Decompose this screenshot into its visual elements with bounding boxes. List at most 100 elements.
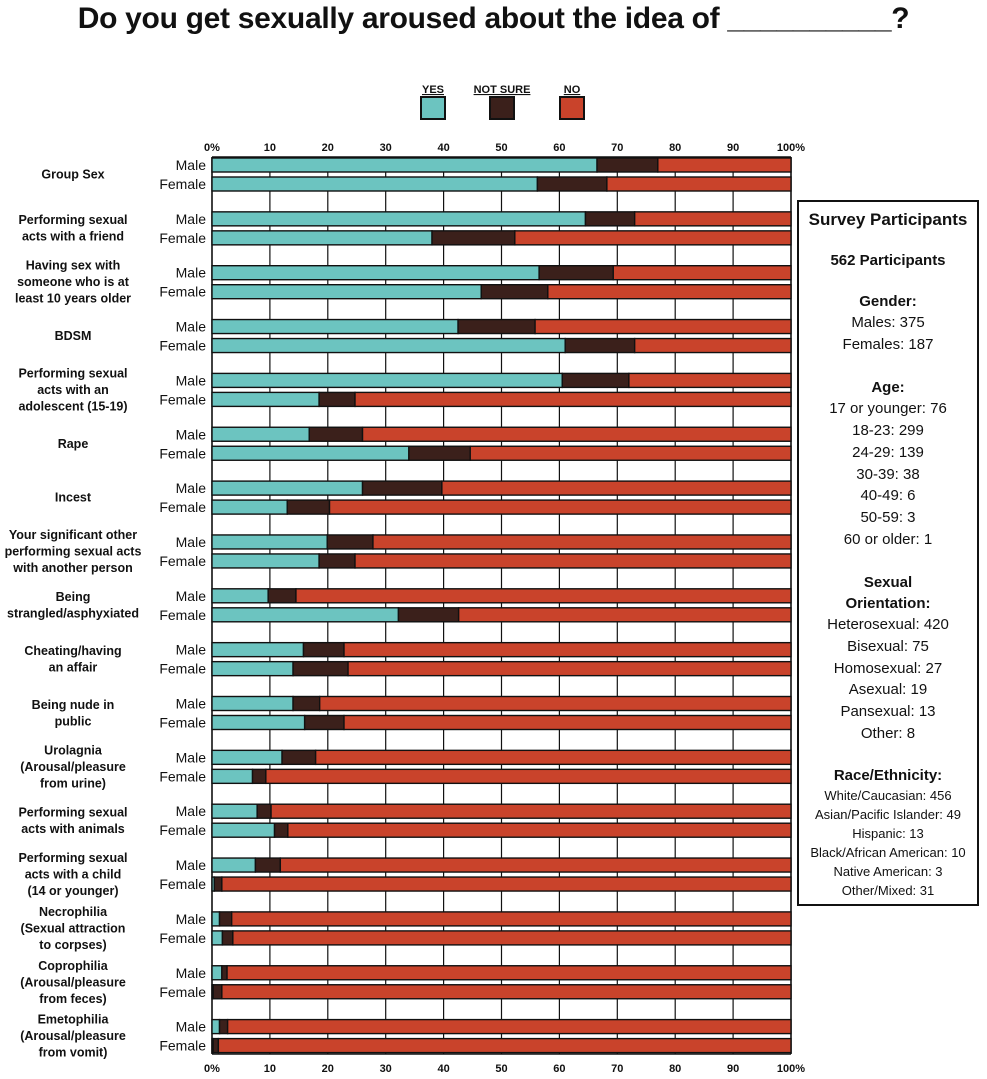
chart-title: Do you get sexually aroused about the id…	[77, 2, 910, 35]
category-label: acts with a friend	[22, 230, 124, 244]
male-row-label: Male	[176, 372, 207, 388]
bar-male-not-sure	[457, 318, 536, 335]
female-row-label: Female	[159, 984, 206, 1000]
bar-male-not-sure	[292, 695, 321, 712]
category-label: from vomit)	[39, 1046, 108, 1060]
x-tick-label-top: 100%	[777, 142, 805, 154]
legend-label-yes: YES	[422, 84, 444, 96]
category-label: Your significant other	[9, 528, 137, 542]
bar-female-yes	[211, 337, 566, 354]
bar-female-not-sure	[318, 553, 356, 569]
bar-male-not-sure	[538, 265, 614, 281]
bar-male-yes	[211, 857, 257, 873]
panel-title: Survey Participants	[808, 210, 968, 229]
bar-male-not-sure	[584, 211, 636, 227]
panel-sections: Gender: Males: 375 Females: 187 Age: 17 or y…	[799, 291, 977, 900]
bar-female-no	[514, 230, 792, 246]
bar-female-no	[328, 499, 792, 515]
category-label: performing sexual acts	[5, 544, 142, 558]
panel-item: Other: 8	[860, 724, 916, 742]
bar-female-not-sure	[251, 768, 267, 785]
bar-female-not-sure	[564, 337, 636, 354]
category-label: from urine)	[40, 776, 106, 790]
bar-male-no	[226, 1018, 792, 1035]
bar-female-yes	[211, 230, 433, 246]
bar-male-yes	[211, 1018, 221, 1035]
bar-male-yes	[211, 588, 269, 604]
bar-female-yes	[211, 607, 400, 623]
category-label: strangled/asphyxiated	[7, 607, 139, 621]
bar-female-not-sure	[431, 230, 516, 246]
panel-item: Pansexual: 13	[840, 703, 936, 721]
bar-male-yes	[211, 211, 587, 227]
bar-male-not-sure	[326, 534, 374, 550]
bar-male-yes	[211, 803, 258, 819]
bar-female-yes	[211, 391, 320, 408]
bar-female-no	[469, 445, 792, 461]
panel-item: 24-29: 139	[852, 443, 924, 461]
category-label: Having sex with	[26, 259, 120, 273]
category-label: acts with a child	[25, 868, 122, 882]
male-row-label: Male	[176, 534, 207, 550]
bar-male-not-sure	[267, 588, 297, 604]
bar-male-yes	[211, 157, 598, 173]
bar-female-yes	[211, 284, 482, 300]
male-row-label: Male	[176, 749, 207, 765]
category-label: Performing sexual	[18, 805, 127, 819]
category-label: Cheating/having	[24, 644, 121, 658]
panel-section-heading: Age:	[871, 379, 905, 397]
female-row-label: Female	[159, 176, 206, 192]
category-label: Rape	[58, 437, 89, 451]
panel-item: Asexual: 19	[848, 681, 928, 699]
bar-female-no	[343, 714, 792, 731]
category-label: Performing sexual	[18, 851, 127, 865]
category-label: Performing sexual	[18, 213, 127, 227]
bar-male-not-sure	[256, 803, 272, 819]
bar-male-yes	[211, 372, 563, 389]
bar-male-no	[633, 211, 792, 227]
x-tick-label-top: 30	[380, 142, 392, 154]
panel-section-heading: Sexual Orientation:	[845, 574, 931, 613]
bar-female-no	[606, 176, 792, 192]
bar-female-yes	[211, 660, 294, 677]
legend-swatch-not-sure	[489, 96, 515, 120]
bar-male-yes	[211, 749, 283, 766]
female-row-label: Female	[159, 1038, 206, 1054]
category-label: (Arousal/pleasure	[20, 1029, 126, 1043]
bar-female-not-sure	[318, 391, 356, 408]
female-row-label: Female	[159, 822, 206, 838]
bar-male-yes	[211, 480, 364, 496]
panel-item: 50-59: 3	[860, 508, 916, 526]
x-tick-label-top: 50	[495, 142, 507, 154]
x-tick-label-bottom: 80	[669, 1063, 681, 1075]
male-row-label: Male	[176, 588, 207, 604]
female-row-label: Female	[159, 768, 206, 784]
bar-male-no	[279, 857, 792, 873]
bar-male-no	[314, 749, 792, 766]
bar-male-no	[343, 641, 792, 658]
bar-male-yes	[211, 318, 459, 335]
bar-female-no	[347, 660, 792, 677]
bar-female-no	[354, 391, 792, 408]
category-label: Necrophilia	[39, 905, 108, 919]
female-row-label: Female	[159, 876, 206, 892]
panel-item: Males: 375	[851, 314, 925, 331]
category-label: someone who is at	[17, 275, 130, 289]
x-tick-label-top: 10	[264, 142, 276, 154]
bar-male-not-sure	[218, 1018, 229, 1035]
male-row-label: Male	[176, 265, 207, 281]
bar-male-not-sure	[361, 480, 443, 496]
x-tick-label-top: 0%	[204, 142, 220, 154]
bar-female-not-sure	[408, 445, 471, 461]
legend-label-no: NO	[564, 84, 581, 96]
bar-female-no	[457, 607, 792, 623]
panel-item: Females: 187	[842, 335, 934, 353]
x-tick-label-top: 80	[669, 142, 681, 154]
male-row-label: Male	[176, 642, 207, 658]
bar-female-not-sure	[212, 1037, 220, 1054]
x-tick-label-bottom: 10	[264, 1063, 276, 1075]
category-label: (Sexual attraction	[21, 921, 126, 935]
x-tick-label-bottom: 20	[322, 1063, 334, 1075]
bar-male-no	[534, 318, 792, 335]
x-tick-label-bottom: 40	[437, 1063, 449, 1075]
